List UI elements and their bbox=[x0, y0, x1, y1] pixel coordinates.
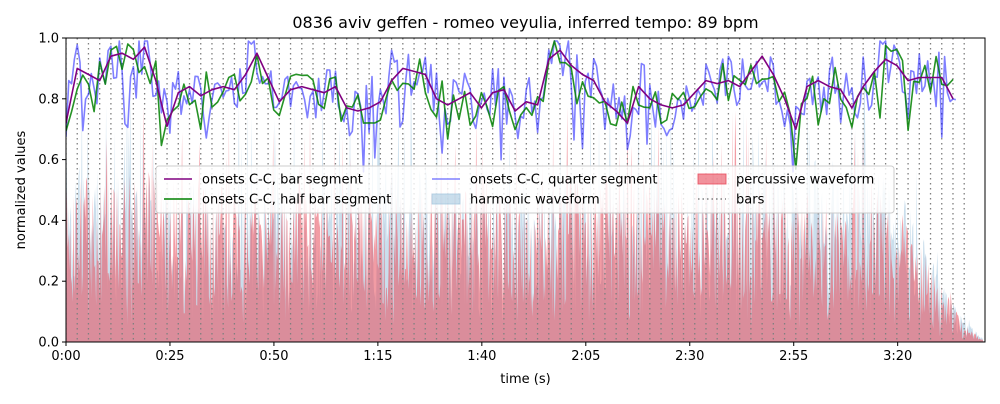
onset-lines-layer bbox=[66, 40, 956, 173]
plot-frame bbox=[65, 37, 986, 343]
y-tick-label-2: 0.4 bbox=[38, 214, 59, 229]
chart-title: 0836 aviv geffen - romeo veyulia, inferr… bbox=[292, 13, 758, 32]
legend-label-5: bars bbox=[736, 193, 765, 208]
x-tick-label-1: 0:25 bbox=[155, 349, 184, 364]
x-tick-label-5: 2:05 bbox=[571, 349, 600, 364]
x-axis-ticks: 0:00 0:25 0:50 1:15 1:40 2:05 2:30 2:55 3:20 bbox=[51, 342, 912, 364]
y-tick-label-5: 1.0 bbox=[38, 32, 59, 47]
legend-item-5: bars bbox=[698, 193, 765, 208]
y-tick-label-0: 0.0 bbox=[38, 336, 59, 351]
x-tick-label-4: 1:40 bbox=[467, 349, 496, 364]
y-tick-label-4: 0.8 bbox=[38, 92, 59, 107]
waveform-layer bbox=[66, 71, 985, 342]
legend-label-4: percussive waveform bbox=[736, 173, 874, 188]
y-tick-label-1: 0.2 bbox=[38, 275, 59, 290]
x-axis-label: time (s) bbox=[500, 372, 550, 387]
x-tick-label-2: 0:50 bbox=[259, 349, 288, 364]
legend-label-0: onsets C-C, bar segment bbox=[202, 173, 363, 188]
legend-swatch-3 bbox=[431, 193, 461, 205]
legend-item-1: onsets C-C, half bar segment bbox=[164, 193, 391, 208]
legend-label-3: harmonic waveform bbox=[470, 193, 600, 208]
percussive-waveform-area bbox=[66, 106, 985, 342]
x-tick-label-7: 2:55 bbox=[779, 349, 808, 364]
legend-item-4: percussive waveform bbox=[697, 173, 874, 188]
y-tick-label-3: 0.6 bbox=[38, 153, 59, 168]
y-axis-ticks: 0.0 0.2 0.4 0.6 0.8 1.0 bbox=[38, 32, 66, 351]
legend-item-0: onsets C-C, bar segment bbox=[164, 173, 363, 188]
legend-item-2: onsets C-C, quarter segment bbox=[432, 173, 657, 188]
x-tick-label-8: 3:20 bbox=[883, 349, 912, 364]
x-tick-label-3: 1:15 bbox=[363, 349, 392, 364]
x-tick-label-0: 0:00 bbox=[51, 349, 80, 364]
legend: onsets C-C, bar segment onsets C-C, half … bbox=[155, 165, 895, 214]
onsets-C-C-half-bar-segment-line bbox=[66, 40, 954, 170]
legend-swatch-4 bbox=[697, 173, 727, 185]
legend-label-2: onsets C-C, quarter segment bbox=[470, 173, 657, 188]
x-tick-label-6: 2:30 bbox=[675, 349, 704, 364]
plot-area bbox=[66, 38, 985, 342]
onsets-C-C-bar-segment-line bbox=[66, 46, 954, 130]
y-axis-label: normalized values bbox=[14, 130, 29, 249]
onsets-C-C-quarter-segment-line bbox=[66, 40, 956, 173]
legend-item-3: harmonic waveform bbox=[431, 193, 600, 208]
legend-label-1: onsets C-C, half bar segment bbox=[202, 193, 391, 208]
